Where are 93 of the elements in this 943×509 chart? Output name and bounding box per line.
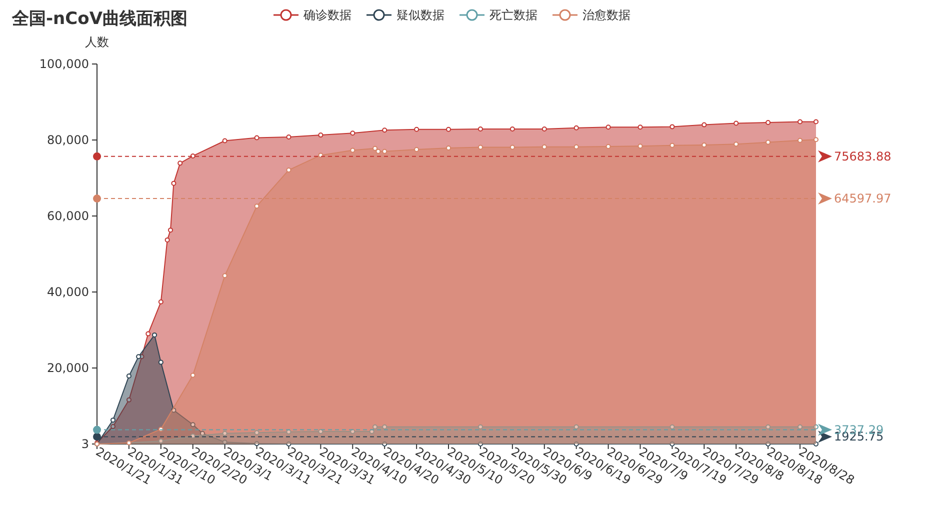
ref-line-label: 64597.97 [834,192,892,206]
point [190,153,196,158]
point [286,442,292,446]
point [766,442,771,446]
point [190,422,196,428]
point [574,424,579,430]
point [222,430,228,436]
point [146,331,151,336]
point [110,424,116,430]
point [350,130,356,136]
point [222,273,228,278]
point [606,144,611,149]
point [766,424,771,430]
point [158,299,164,304]
legend-label: 治愈数据 [582,8,630,22]
point [766,120,771,126]
point [382,148,388,154]
point [814,137,818,142]
point [814,119,818,124]
point [414,147,420,152]
point [478,442,483,446]
point [814,424,818,430]
point [136,354,142,360]
point [670,442,675,446]
point [510,144,515,150]
legend-label: 死亡数据 [490,8,538,22]
point [814,442,818,446]
point [318,428,324,434]
point [286,134,292,140]
point [606,124,611,130]
y-axis-title: 人数 [85,35,109,49]
point [574,125,579,130]
point [190,434,196,439]
point [478,144,483,150]
point [178,160,183,166]
point [734,142,739,147]
point [152,332,158,338]
point [798,424,803,430]
point [372,146,378,151]
point [734,120,739,126]
point [542,144,547,150]
point [670,424,675,430]
legend-label: 确诊数据 [302,8,352,22]
point [766,140,771,145]
y-tick-label: 40,000 [47,285,89,300]
point [171,180,176,186]
point [254,441,260,446]
point [798,138,803,143]
point [382,128,388,133]
point [574,144,579,150]
point [286,168,292,173]
y-tick-label: 3 [81,437,89,451]
point [702,142,707,148]
point [382,424,388,430]
point [542,126,547,132]
point [446,126,452,132]
point [190,372,196,378]
y-tick-label: 60,000 [47,209,89,224]
point [254,135,260,140]
chart-title: 全国-nCoV曲线面积图 [11,9,188,29]
y-tick-label: 80,000 [47,133,89,147]
point [702,122,707,128]
y-tick-label: 100,000 [39,57,89,71]
point [670,142,675,148]
point [478,126,483,132]
point [638,124,643,130]
point [158,438,164,444]
point [510,126,515,132]
point [318,132,324,138]
ref-line-label: 75683.88 [834,149,892,164]
point [254,204,260,209]
point [222,440,228,445]
point [574,442,579,446]
point [670,124,675,130]
point [126,373,132,378]
point [798,119,803,124]
y-tick-label: 20,000 [47,361,89,376]
point [414,126,420,132]
point [168,228,173,233]
point [372,424,378,430]
point [376,148,381,154]
point [222,138,228,144]
point [478,424,483,430]
point [638,144,643,149]
point [164,237,170,242]
point [382,442,388,446]
point [254,430,260,436]
point [110,418,116,423]
legend-label: 疑似数据 [396,8,444,22]
point [446,145,452,150]
point [126,397,132,402]
point [350,148,356,153]
point [158,360,164,365]
